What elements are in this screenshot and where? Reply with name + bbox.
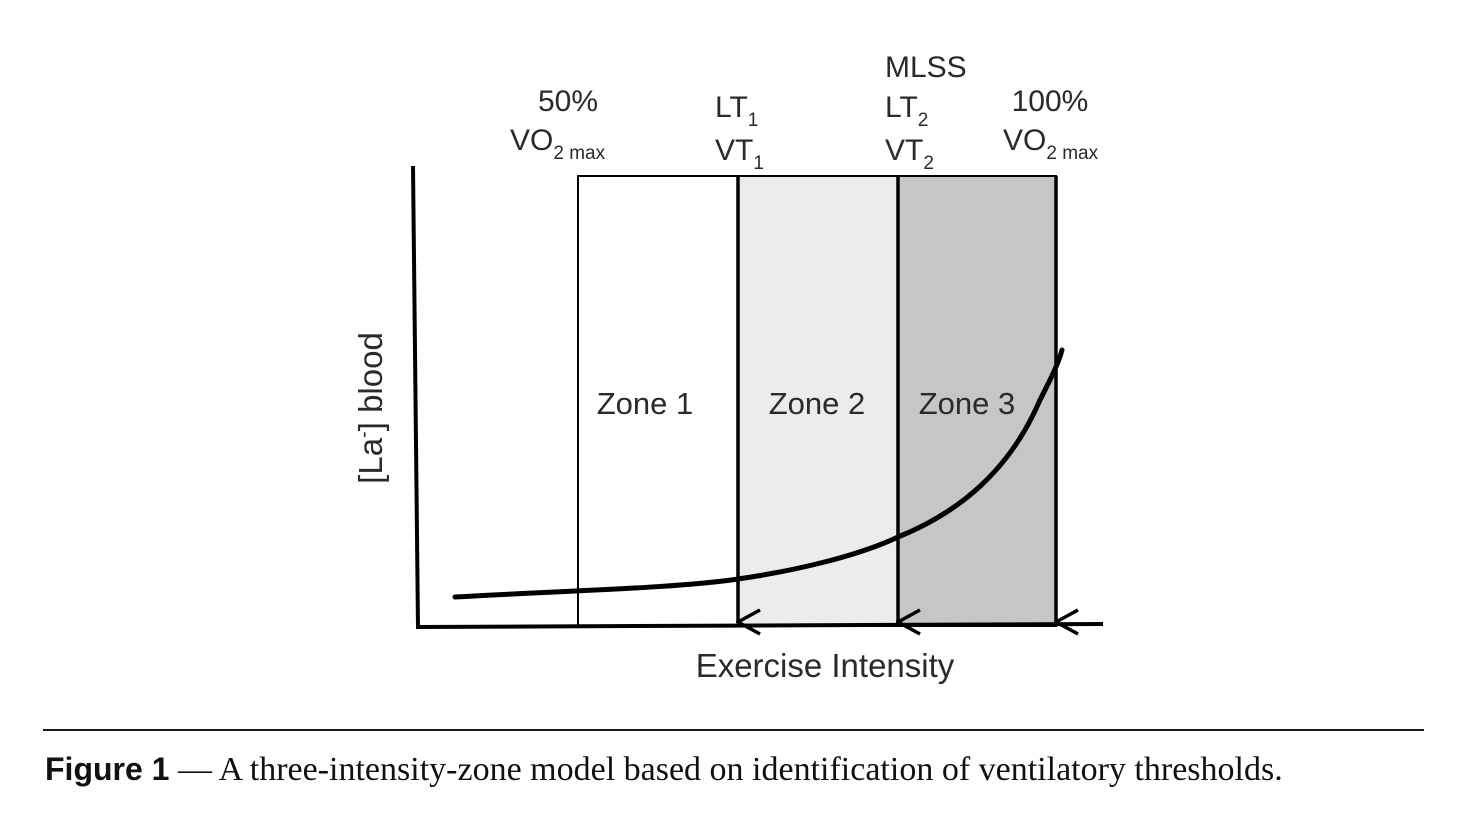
vo2-50-vo-label: VO2 max — [510, 124, 606, 164]
zone-2-label: Zone 2 — [769, 386, 866, 421]
vo2-100-percent-label: 100% — [1012, 85, 1089, 118]
vo2-50-percent-label: 50% — [538, 85, 598, 118]
zone-1-label: Zone 1 — [597, 386, 694, 421]
y-axis-label: [La-] blood — [352, 332, 389, 484]
y-axis — [411, 165, 420, 629]
lt1-label: LT1 — [715, 91, 758, 131]
mlss-label: MLSS — [885, 51, 967, 84]
lactate-curve — [452, 347, 1065, 600]
lt2-label: LT2 — [885, 91, 928, 131]
x-axis-label: Exercise Intensity — [696, 647, 955, 684]
caption-divider — [43, 729, 1424, 731]
zone-1-band — [577, 175, 739, 627]
zone-2-band — [737, 175, 899, 627]
vt2-label: VT2 — [885, 134, 934, 174]
vt1-label: VT1 — [715, 134, 764, 174]
zone-3-band — [897, 175, 1057, 627]
vo2-100-vo-label: VO2 max — [1003, 124, 1099, 164]
caption-text: — A three-intensity-zone model based on … — [169, 751, 1283, 788]
zone-model-diagram: Zone 1 Zone 2 Zone 3 50% VO2 max LT1 VT1… — [352, 51, 1104, 684]
zone-3-label: Zone 3 — [919, 386, 1016, 421]
caption-label: Figure 1 — [45, 751, 170, 787]
figure-caption: Figure 1 — A three-intensity-zone model … — [45, 751, 1445, 789]
